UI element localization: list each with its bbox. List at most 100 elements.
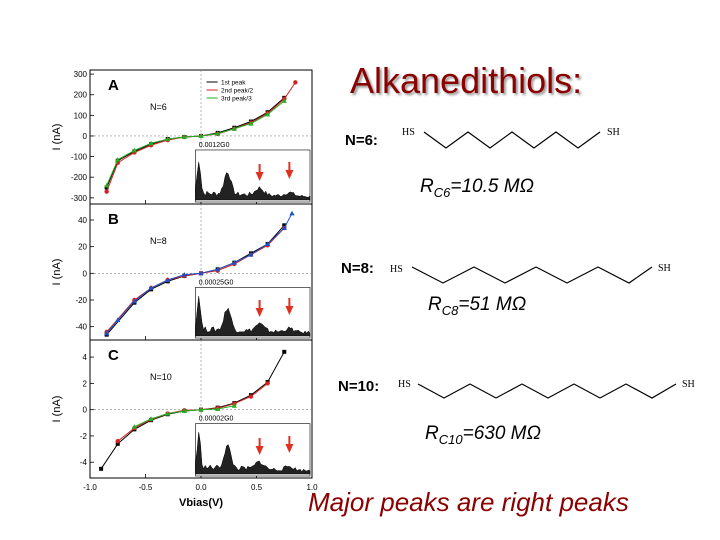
data-point xyxy=(181,408,187,413)
data-point xyxy=(104,330,110,336)
data-point xyxy=(115,157,121,162)
x-axis-label: Vbias(V) xyxy=(179,497,223,509)
y-tick-label: 0 xyxy=(83,269,88,278)
panel-label: B xyxy=(108,211,119,228)
x-tick-label: 0.5 xyxy=(251,483,263,492)
hs-label: HS xyxy=(390,264,403,275)
y-tick-label: 300 xyxy=(74,70,88,79)
data-point xyxy=(104,189,109,194)
data-point xyxy=(289,210,295,216)
data-point xyxy=(148,416,154,421)
data-point xyxy=(198,133,204,138)
data-point xyxy=(248,394,254,399)
data-point xyxy=(131,147,137,153)
panel-a: 300 200 100 0 -100 -200 -300 I (nA) A N=6 0.0012G0… xyxy=(51,69,313,205)
footer-note: Major peaks are right peaks xyxy=(308,487,629,517)
y-axis-label: I (nA) xyxy=(51,124,63,151)
data-point xyxy=(215,130,221,136)
panel-label: C xyxy=(108,347,119,364)
n10-label: N=10: xyxy=(338,378,380,395)
carbon-chain xyxy=(417,383,677,399)
legend-label: 1st peak xyxy=(221,80,246,87)
data-point xyxy=(165,411,171,416)
y-axis-label: I (nA) xyxy=(51,259,63,286)
y-tick-label: 200 xyxy=(74,91,88,100)
y-tick-label: -300 xyxy=(71,194,88,203)
data-point xyxy=(281,225,287,230)
sh-label: SH xyxy=(658,263,671,274)
c8-dithiol-structure: HS SH xyxy=(390,263,671,284)
c10-dithiol-structure: HS SH xyxy=(398,379,695,399)
resistance-c8: RC8=51 MΩ xyxy=(428,294,527,318)
data-point xyxy=(198,270,204,276)
hs-label: HS xyxy=(398,379,411,390)
resistance-c10: RC10=630 MΩ xyxy=(425,423,541,447)
y-tick-label: -40 xyxy=(75,323,87,332)
x-tick-label: 1.0 xyxy=(306,483,318,492)
data-point xyxy=(115,317,121,322)
data-point xyxy=(265,381,270,386)
sh-label: SH xyxy=(607,127,620,138)
data-point xyxy=(231,260,237,265)
data-point xyxy=(115,441,120,446)
y-tick-label: 40 xyxy=(78,216,87,225)
sh-label: SH xyxy=(682,379,695,390)
hs-label: HS xyxy=(402,127,415,138)
c6-dithiol-structure: HS SH xyxy=(402,127,620,149)
panel-c: 4 2 0 -2 -4 I (nA) C N=10 0.00002G0 xyxy=(51,339,313,479)
carbon-chain xyxy=(411,266,653,284)
y-tick-label: -4 xyxy=(80,458,88,467)
series-line xyxy=(106,100,285,186)
y-tick-label: 0 xyxy=(83,406,88,415)
data-point xyxy=(198,407,204,412)
data-point xyxy=(115,439,120,444)
y-axis-label: I (nA) xyxy=(51,396,63,423)
data-point xyxy=(148,285,154,290)
y-tick-label: 20 xyxy=(78,243,87,252)
peak-arrow xyxy=(255,172,264,181)
data-point xyxy=(181,134,187,139)
data-point xyxy=(181,272,187,277)
panel-annotation: N=6 xyxy=(150,102,167,112)
y-tick-label: 100 xyxy=(74,111,88,120)
data-point xyxy=(265,241,271,246)
data-point xyxy=(215,266,221,272)
peak-arrow xyxy=(285,444,294,453)
n8-label: N=8: xyxy=(341,260,374,277)
panel-annotation: N=10 xyxy=(150,372,172,382)
x-axis: -1.0 -0.5 0.0 0.5 1.0 Vbias(V) xyxy=(83,483,318,509)
y-tick-label: 4 xyxy=(83,353,88,362)
resistance-c6: RC6=10.5 MΩ xyxy=(420,176,534,200)
data-point xyxy=(131,298,137,304)
y-tick-label: -100 xyxy=(71,153,88,162)
slide-title: Alkanedithiols: xyxy=(350,60,583,101)
panel-annotation: N=8 xyxy=(150,236,167,246)
data-point xyxy=(281,98,287,103)
inset-label: 0.0012G0 xyxy=(199,142,230,149)
data-point xyxy=(231,403,237,408)
y-tick-label: 0 xyxy=(83,132,88,141)
peak-arrow xyxy=(255,446,264,455)
data-point xyxy=(104,182,110,188)
n6-label: N=6: xyxy=(345,132,378,149)
legend-label: 2nd peak/2 xyxy=(221,88,254,95)
data-point xyxy=(293,80,298,85)
histogram-bars xyxy=(195,161,311,201)
data-point xyxy=(165,136,171,142)
carbon-chain xyxy=(423,131,601,149)
data-point xyxy=(99,466,104,471)
y-tick-label: 2 xyxy=(83,379,88,388)
data-point xyxy=(104,185,109,190)
histogram-bars xyxy=(195,295,311,337)
data-point xyxy=(148,140,154,146)
data-point xyxy=(248,252,254,257)
x-tick-label: -1.0 xyxy=(83,483,97,492)
panel-b: 40 20 0 -20 -40 I (nA) B N=8 0.00025G0 xyxy=(51,203,313,341)
histogram-bars xyxy=(195,431,311,475)
data-point xyxy=(265,111,271,117)
data-point xyxy=(248,121,254,126)
inset-label: 0.00025G0 xyxy=(199,279,234,286)
peak-arrow xyxy=(255,308,264,317)
y-tick-label: -20 xyxy=(75,296,87,305)
